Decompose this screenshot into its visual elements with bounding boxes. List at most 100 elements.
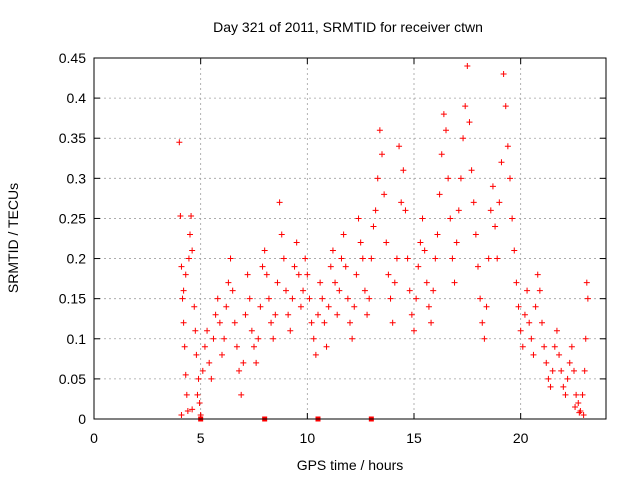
- data-point: [268, 319, 275, 326]
- data-point: [551, 343, 558, 350]
- data-point: [502, 103, 509, 110]
- x-tick-label: 0: [90, 430, 98, 446]
- plot-frame: [93, 57, 607, 420]
- data-point: [332, 279, 339, 286]
- data-point: [184, 407, 191, 414]
- data-point: [428, 319, 435, 326]
- data-point: [485, 255, 492, 262]
- data-point: [528, 335, 535, 342]
- data-point: [400, 167, 407, 174]
- data-point: [421, 247, 428, 254]
- data-point: [347, 319, 353, 326]
- data-point: [291, 263, 298, 270]
- y-tick-label: 0.2: [67, 251, 87, 267]
- data-point: [582, 335, 589, 342]
- data-point: [183, 391, 190, 398]
- x-axis-title: GPS time / hours: [297, 457, 404, 473]
- data-point: [312, 351, 319, 358]
- y-tick-label: 0.3: [67, 170, 87, 186]
- data-point: [564, 375, 571, 382]
- data-point: [253, 359, 260, 366]
- data-point: [196, 399, 203, 406]
- data-point: [246, 295, 253, 302]
- data-point: [315, 311, 321, 318]
- data-point: [340, 231, 347, 238]
- y-tick-label: 0.1: [67, 331, 87, 347]
- data-point: [359, 255, 366, 262]
- data-point: [188, 213, 195, 220]
- data-point: [402, 207, 409, 214]
- data-point: [376, 127, 383, 134]
- data-point: [423, 279, 430, 286]
- data-point: [181, 343, 188, 350]
- data-point: [389, 319, 396, 326]
- data-point: [201, 343, 208, 350]
- data-point: [248, 327, 255, 334]
- data-point: [534, 271, 541, 278]
- data-point: [283, 287, 289, 294]
- data-point: [374, 175, 381, 182]
- data-point: [580, 411, 587, 418]
- data-point: [221, 335, 228, 342]
- data-point: [179, 295, 186, 302]
- data-point: [451, 279, 458, 286]
- data-point: [385, 271, 392, 278]
- data-point: [223, 303, 230, 310]
- data-point: [513, 279, 520, 286]
- data-point: [255, 335, 262, 342]
- data-point: [355, 215, 362, 222]
- data-point: [176, 139, 183, 146]
- data-point: [208, 375, 215, 382]
- data-point: [391, 279, 398, 286]
- data-point: [204, 327, 211, 334]
- data-point: [462, 103, 469, 110]
- data-point: [199, 367, 206, 374]
- data-point: [398, 199, 405, 206]
- data-point: [231, 319, 238, 326]
- data-point: [383, 239, 390, 246]
- data-point: [263, 271, 270, 278]
- data-point: [393, 255, 400, 262]
- y-tick-label: 0.45: [59, 50, 86, 66]
- data-point: [576, 409, 583, 416]
- data-point: [583, 279, 590, 286]
- data-point: [507, 175, 513, 182]
- y-tick-label: 0.05: [59, 371, 86, 387]
- data-point: [182, 371, 189, 378]
- data-point: [379, 151, 385, 158]
- data-point: [334, 311, 341, 318]
- data-point: [492, 223, 499, 230]
- data-point: [336, 287, 343, 294]
- data-point: [489, 183, 496, 190]
- data-point: [549, 367, 556, 374]
- data-point: [438, 151, 445, 158]
- data-point: [270, 335, 277, 342]
- data-point: [368, 255, 375, 262]
- data-point: [191, 303, 198, 310]
- data-point: [396, 143, 403, 150]
- data-point: [353, 271, 360, 278]
- data-point: [310, 335, 317, 342]
- data-point: [327, 263, 334, 270]
- data-point: [553, 327, 560, 334]
- data-point: [278, 231, 285, 238]
- data-point: [411, 327, 417, 334]
- data-point: [364, 311, 371, 318]
- data-point: [562, 391, 569, 398]
- data-point: [214, 295, 221, 302]
- data-point: [558, 367, 565, 374]
- data-point: [515, 303, 522, 310]
- data-point: [387, 295, 394, 302]
- data-point: [265, 295, 272, 302]
- data-point: [575, 399, 582, 406]
- data-point: [511, 247, 518, 254]
- data-point: [178, 411, 185, 418]
- data-point: [319, 295, 326, 302]
- data-point: [545, 375, 552, 382]
- data-point: [302, 255, 309, 262]
- data-point: [494, 255, 501, 262]
- data-point: [404, 255, 411, 262]
- data-point: [475, 263, 481, 270]
- data-point: [349, 335, 356, 342]
